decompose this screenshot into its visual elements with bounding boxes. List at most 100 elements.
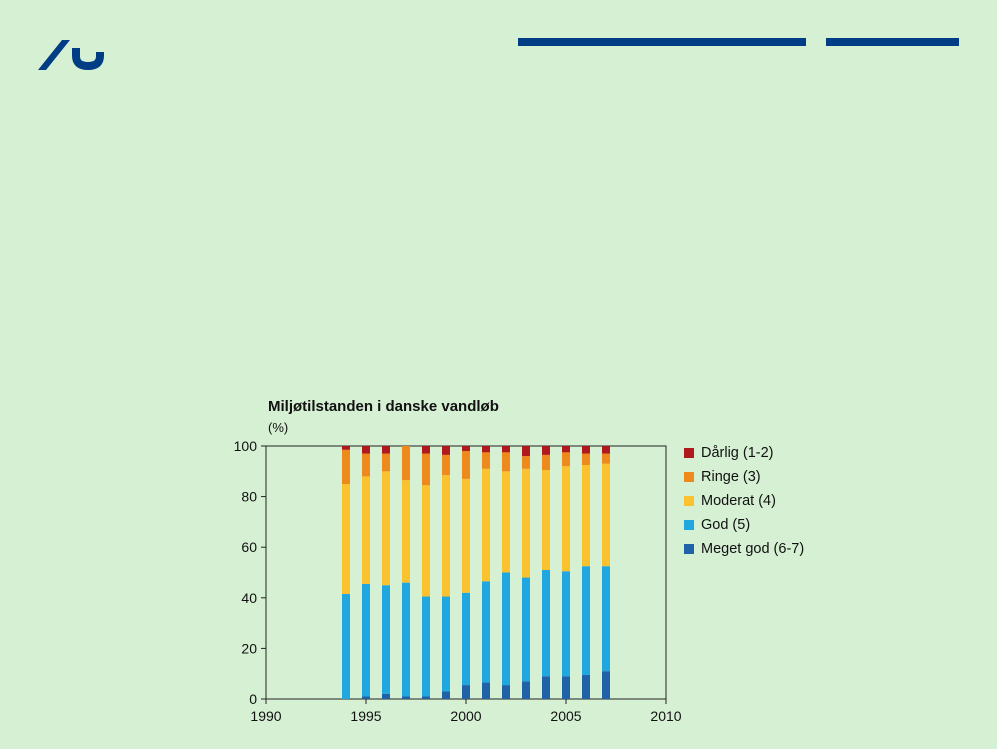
bar-segment-2003-d-rlig-1-2-	[522, 446, 530, 457]
bar-segment-1997-ringe-3-	[402, 446, 410, 481]
legend-label: Ringe (3)	[701, 469, 761, 485]
x-tick-label: 2005	[550, 708, 581, 724]
bar-segment-2005-god-5-	[562, 571, 570, 677]
bar-segment-2005-d-rlig-1-2-	[562, 446, 570, 453]
bar-segment-1999-ringe-3-	[442, 454, 450, 476]
bar-segment-2002-ringe-3-	[502, 452, 510, 472]
bar-segment-1997-moderat-4-	[402, 480, 410, 583]
bar-segment-1999-moderat-4-	[442, 475, 450, 597]
y-axis-unit: (%)	[268, 420, 289, 435]
bar-segment-2001-ringe-3-	[482, 452, 490, 469]
bar-segment-1996-meget-god-6-7-	[382, 693, 390, 699]
bar-segment-2006-ringe-3-	[582, 453, 590, 465]
header-bar-left	[518, 38, 806, 46]
bar-segment-2007-d-rlig-1-2-	[602, 446, 610, 454]
x-tick-label: 2010	[650, 708, 681, 724]
legend-swatch	[684, 520, 694, 530]
bar-segment-2002-moderat-4-	[502, 471, 510, 573]
bar-segment-2006-god-5-	[582, 566, 590, 675]
bar-segment-1996-ringe-3-	[382, 453, 390, 472]
bar-segment-2002-d-rlig-1-2-	[502, 446, 510, 453]
bar-segment-1998-meget-god-6-7-	[422, 696, 430, 699]
bar-segment-2007-moderat-4-	[602, 463, 610, 567]
bar-segment-2000-meget-god-6-7-	[462, 685, 470, 699]
legend-item: Dårlig (1-2)	[684, 441, 804, 465]
bar-segment-2005-moderat-4-	[562, 466, 570, 572]
legend-label: God (5)	[701, 517, 751, 533]
bar-segment-2004-moderat-4-	[542, 470, 550, 570]
bar-segment-1996-god-5-	[382, 585, 390, 694]
bar-segment-1994-moderat-4-	[342, 483, 350, 595]
chart-legend: Dårlig (1-2) Ringe (3) Moderat (4) God (5) M…	[684, 441, 804, 561]
y-tick-label: 0	[249, 691, 257, 707]
bar-segment-2002-god-5-	[502, 572, 510, 686]
bar-segment-2000-moderat-4-	[462, 478, 470, 593]
bar-segment-2004-meget-god-6-7-	[542, 676, 550, 699]
legend-label: Moderat (4)	[701, 493, 776, 509]
legend-item: God (5)	[684, 513, 804, 537]
bar-segment-2006-meget-god-6-7-	[582, 674, 590, 699]
bar-segment-1998-ringe-3-	[422, 453, 430, 486]
bar-segment-1994-ringe-3-	[342, 449, 350, 484]
bar-segment-1998-god-5-	[422, 596, 430, 697]
bar-segment-2007-ringe-3-	[602, 453, 610, 464]
bar-segment-1995-god-5-	[362, 583, 370, 697]
bar-segment-2005-ringe-3-	[562, 452, 570, 467]
x-tick-label: 1995	[350, 708, 381, 724]
bar-segment-2007-meget-god-6-7-	[602, 671, 610, 699]
bar-segment-2006-d-rlig-1-2-	[582, 446, 590, 454]
bar-segment-1995-moderat-4-	[362, 476, 370, 584]
bar-segment-1996-d-rlig-1-2-	[382, 446, 390, 454]
x-tick-label: 1990	[250, 708, 281, 724]
legend-item: Ringe (3)	[684, 465, 804, 489]
bar-segment-2004-ringe-3-	[542, 454, 550, 471]
legend-item: Meget god (6-7)	[684, 537, 804, 561]
legend-item: Moderat (4)	[684, 489, 804, 513]
bar-segment-2000-god-5-	[462, 592, 470, 686]
bar-segment-2001-meget-god-6-7-	[482, 682, 490, 699]
bar-segment-2003-ringe-3-	[522, 456, 530, 469]
bar-segment-1999-d-rlig-1-2-	[442, 446, 450, 455]
chart-title: Miljøtilstanden i danske vandløb	[268, 398, 499, 415]
bar-segment-2005-meget-god-6-7-	[562, 676, 570, 699]
y-tick-label: 60	[241, 539, 257, 555]
bar-segment-2002-meget-god-6-7-	[502, 685, 510, 699]
header-bar-right	[826, 38, 959, 46]
bar-segment-2003-god-5-	[522, 577, 530, 682]
bar-segment-1999-meget-god-6-7-	[442, 691, 450, 699]
bar-segment-2000-ringe-3-	[462, 451, 470, 479]
bar-segment-1994-god-5-	[342, 594, 350, 699]
bar-segment-1994-d-rlig-1-2-	[342, 446, 350, 450]
bar-segment-2006-moderat-4-	[582, 464, 590, 567]
legend-swatch	[684, 472, 694, 482]
legend-label: Meget god (6-7)	[701, 541, 805, 557]
bar-segment-1995-meget-god-6-7-	[362, 696, 370, 699]
bar-segment-2007-god-5-	[602, 566, 610, 672]
bar-segment-1999-god-5-	[442, 596, 450, 692]
bar-segment-2001-moderat-4-	[482, 468, 490, 582]
legend-swatch	[684, 448, 694, 458]
legend-label: Dårlig (1-2)	[701, 445, 774, 461]
bar-segment-1997-god-5-	[402, 582, 410, 697]
bar-segment-2004-god-5-	[542, 569, 550, 677]
bar-segment-2000-d-rlig-1-2-	[462, 446, 470, 452]
bar-segment-1996-moderat-4-	[382, 471, 390, 586]
bar-segment-1998-d-rlig-1-2-	[422, 446, 430, 454]
bar-segment-2001-god-5-	[482, 581, 490, 683]
bar-segment-1998-moderat-4-	[422, 485, 430, 597]
bar-segment-1995-ringe-3-	[362, 453, 370, 477]
x-tick-label: 2000	[450, 708, 481, 724]
bar-segment-1997-meget-god-6-7-	[402, 696, 410, 699]
y-tick-label: 20	[241, 640, 257, 656]
y-tick-label: 40	[241, 590, 257, 606]
logo-icon	[38, 40, 104, 71]
y-tick-label: 80	[241, 489, 257, 505]
bar-segment-1995-d-rlig-1-2-	[362, 446, 370, 454]
legend-swatch	[684, 496, 694, 506]
bar-segment-2003-moderat-4-	[522, 468, 530, 578]
bar-segment-2003-meget-god-6-7-	[522, 681, 530, 699]
bar-segment-2001-d-rlig-1-2-	[482, 446, 490, 453]
legend-swatch	[684, 544, 694, 554]
bar-segment-2004-d-rlig-1-2-	[542, 446, 550, 455]
